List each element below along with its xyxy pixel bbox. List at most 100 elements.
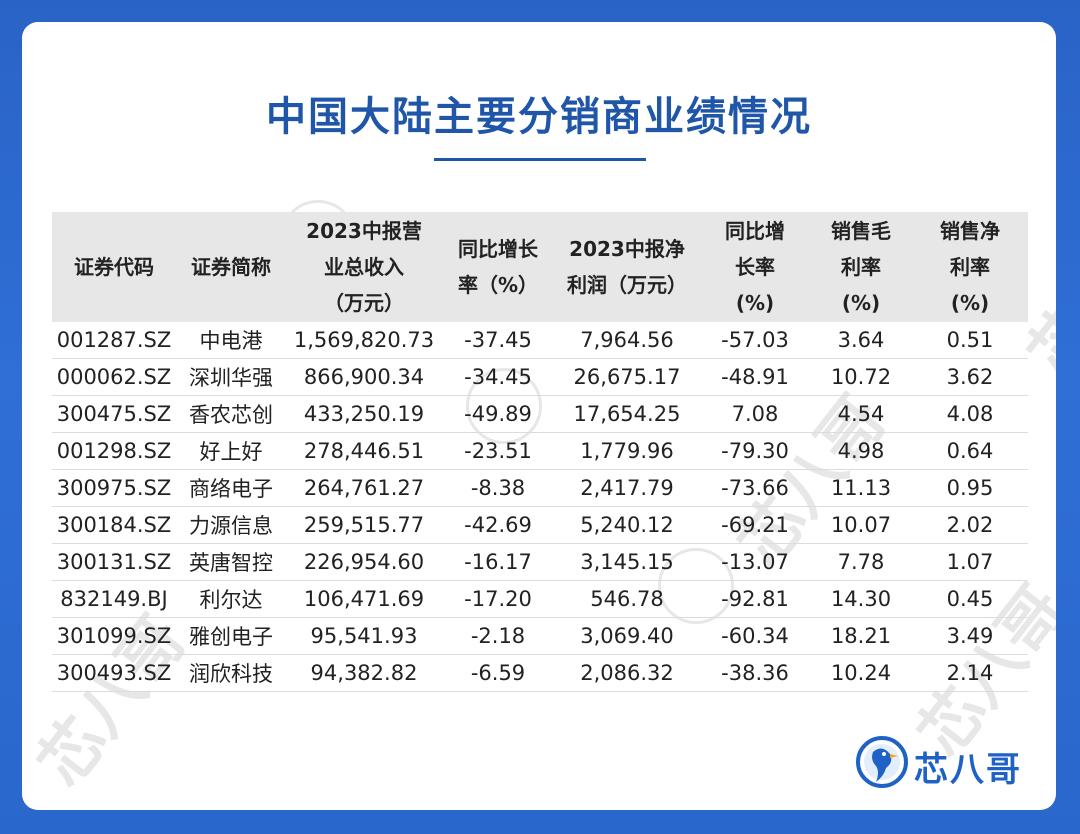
brand-logo: 芯八哥 <box>854 734 1034 790</box>
table-cell: 10.72 <box>810 358 912 396</box>
table-cell: 3.62 <box>912 358 1028 396</box>
column-header-line: 率（%） <box>457 273 539 297</box>
table-cell: -6.59 <box>442 654 554 692</box>
table-cell: -8.38 <box>442 469 554 507</box>
column-header-line: 证券代码 <box>74 255 154 279</box>
table-cell: -79.30 <box>700 432 810 470</box>
table-row: 000062.SZ 深圳华强 866,900.34 -34.45 26,675.17 -4… <box>52 358 1028 396</box>
column-header-line: 利润（万元） <box>567 273 687 297</box>
column-header-line: (%) <box>735 291 775 315</box>
table-cell: 226,954.60 <box>286 543 442 581</box>
table-cell: 300493.SZ <box>52 654 176 692</box>
table-cell: 0.45 <box>912 580 1028 618</box>
table-cell: 300975.SZ <box>52 469 176 507</box>
table-cell: 2.02 <box>912 506 1028 544</box>
column-header-line: 长率 <box>735 255 775 279</box>
table-cell: 4.54 <box>810 395 912 433</box>
table-cell: 10.07 <box>810 506 912 544</box>
table-cell: 7.08 <box>700 395 810 433</box>
table-cell: -23.51 <box>442 432 554 470</box>
table-row: 300184.SZ 力源信息 259,515.77 -42.69 5,240.12 -69… <box>52 506 1028 544</box>
table-cell: 4.98 <box>810 432 912 470</box>
column-header-line: 业总收入 <box>324 255 404 279</box>
table-cell: 7,964.56 <box>554 322 700 359</box>
table-row: 301099.SZ 雅创电子 95,541.93 -2.18 3,069.40 -60.3… <box>52 617 1028 655</box>
table-cell: -48.91 <box>700 358 810 396</box>
table-cell: 润欣科技 <box>176 654 286 692</box>
column-header: 销售毛利率 (%) <box>810 212 912 322</box>
table-cell: 0.95 <box>912 469 1028 507</box>
table-cell: 11.13 <box>810 469 912 507</box>
table-cell: 好上好 <box>176 432 286 470</box>
table-cell: 832149.BJ <box>52 580 176 618</box>
table-cell: 2.14 <box>912 654 1028 692</box>
table-cell: 14.30 <box>810 580 912 618</box>
table-cell: -34.45 <box>442 358 554 396</box>
column-header: 2023中报营 业总收入 （万元） <box>286 212 442 322</box>
page-title: 中国大陆主要分销商业绩情况 <box>266 94 812 140</box>
content-card: 中国大陆主要分销商业绩情况 芯八哥 芯八哥 芯八哥 芯八哥 证券代码 证券简称 20… <box>22 22 1056 810</box>
table-row: 001298.SZ 好上好 278,446.51 -23.51 1,779.96 -79.… <box>52 432 1028 470</box>
column-header-line: 利率 <box>841 255 881 279</box>
table-cell: 力源信息 <box>176 506 286 544</box>
table-cell: 中电港 <box>176 322 286 359</box>
column-header-line: (%) <box>950 291 990 315</box>
table-cell: 1,779.96 <box>554 432 700 470</box>
table-row: 300475.SZ 香农芯创 433,250.19 -49.89 17,654.25 7.… <box>52 395 1028 433</box>
column-header: 同比增长率 (%) <box>700 212 810 322</box>
table-cell: 264,761.27 <box>286 469 442 507</box>
column-header-line: 销售毛 <box>831 219 891 243</box>
table-cell: 26,675.17 <box>554 358 700 396</box>
column-header-line: (%) <box>841 291 881 315</box>
table-cell: 301099.SZ <box>52 617 176 655</box>
table-cell: 000062.SZ <box>52 358 176 396</box>
column-header-line: 同比增 <box>725 219 785 243</box>
table-cell: -57.03 <box>700 322 810 359</box>
table-cell: -13.07 <box>700 543 810 581</box>
table-cell: 利尔达 <box>176 580 286 618</box>
table-cell: 300475.SZ <box>52 395 176 433</box>
table-cell: 3,145.15 <box>554 543 700 581</box>
column-header-line: 2023中报营 <box>306 219 422 243</box>
table-cell: 001298.SZ <box>52 432 176 470</box>
table-cell: 2,417.79 <box>554 469 700 507</box>
column-header: 2023中报净 利润（万元） <box>554 212 700 322</box>
table-cell: 546.78 <box>554 580 700 618</box>
table-cell: 深圳华强 <box>176 358 286 396</box>
table-cell: -42.69 <box>442 506 554 544</box>
table-cell: 5,240.12 <box>554 506 700 544</box>
column-header-line: 同比增长 <box>458 237 538 261</box>
table-row: 300975.SZ 商络电子 264,761.27 -8.38 2,417.79 -73.… <box>52 469 1028 507</box>
table-cell: 7.78 <box>810 543 912 581</box>
table-cell: 英唐智控 <box>176 543 286 581</box>
table-cell: 3.49 <box>912 617 1028 655</box>
table-row: 300131.SZ 英唐智控 226,954.60 -16.17 3,145.15 -13… <box>52 543 1028 581</box>
table-cell: 259,515.77 <box>286 506 442 544</box>
table-cell: 3.64 <box>810 322 912 359</box>
column-header-line: 利率 <box>950 255 990 279</box>
table-cell: 1,569,820.73 <box>286 322 442 359</box>
table-cell: -92.81 <box>700 580 810 618</box>
column-header: 证券简称 <box>176 212 286 322</box>
table-cell: 4.08 <box>912 395 1028 433</box>
table-cell: 0.51 <box>912 322 1028 359</box>
title-underline <box>434 158 646 161</box>
table-cell: 300184.SZ <box>52 506 176 544</box>
column-header: 证券代码 <box>52 212 176 322</box>
table-cell: 433,250.19 <box>286 395 442 433</box>
table-cell: -60.34 <box>700 617 810 655</box>
column-header-line: 证券简称 <box>191 255 271 279</box>
table-cell: 866,900.34 <box>286 358 442 396</box>
table-cell: 278,446.51 <box>286 432 442 470</box>
bird-circle-logo-icon <box>856 736 908 788</box>
table-cell: 2,086.32 <box>554 654 700 692</box>
table-cell: 0.64 <box>912 432 1028 470</box>
table-cell: 95,541.93 <box>286 617 442 655</box>
table-cell: 001287.SZ <box>52 322 176 359</box>
table-cell: 雅创电子 <box>176 617 286 655</box>
table-cell: 94,382.82 <box>286 654 442 692</box>
table-cell: 106,471.69 <box>286 580 442 618</box>
table-row: 300493.SZ 润欣科技 94,382.82 -6.59 2,086.32 -38.3… <box>52 654 1028 692</box>
table-cell: 香农芯创 <box>176 395 286 433</box>
table-header-row: 证券代码 证券简称 2023中报营 业总收入 （万元） 同比增长率（%） 2023中报净 利润… <box>52 212 1028 322</box>
